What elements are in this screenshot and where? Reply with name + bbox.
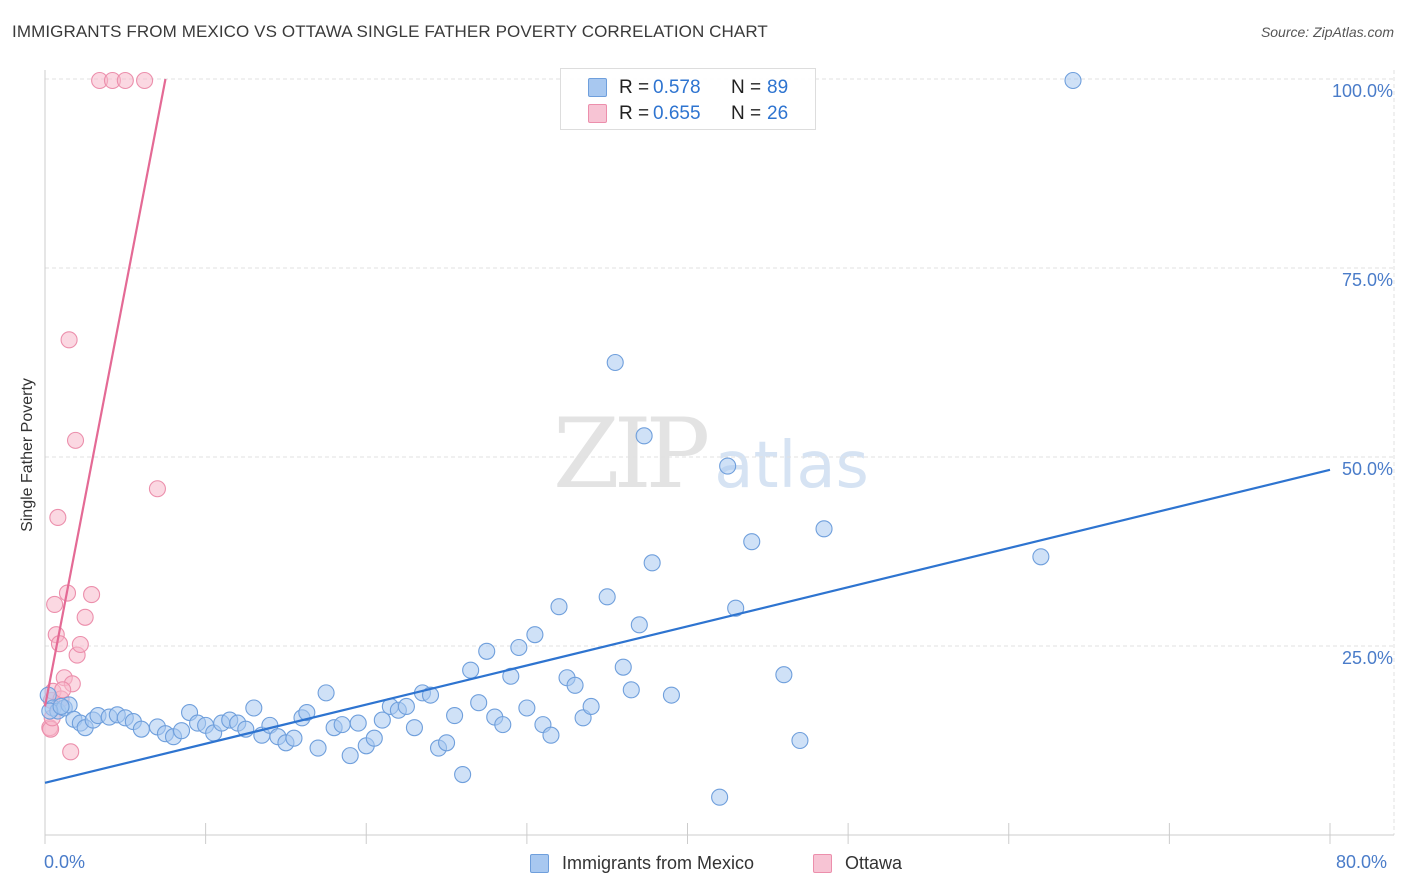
y-tick-label: 50.0% bbox=[1342, 459, 1393, 479]
mexico-point bbox=[132, 720, 150, 738]
legend-r-value: 0.578 bbox=[653, 77, 701, 98]
legend-n-label: N = bbox=[731, 77, 762, 98]
mexico-point bbox=[630, 616, 648, 634]
mexico-point bbox=[405, 719, 423, 737]
mexico-point bbox=[510, 638, 528, 657]
legend-swatch-mexico bbox=[588, 78, 607, 97]
mexico-point bbox=[622, 681, 640, 699]
mexico-point bbox=[421, 686, 440, 704]
ottawa-point bbox=[50, 635, 69, 653]
mexico-point bbox=[775, 666, 793, 684]
series-legend: Immigrants from Mexico Ottawa bbox=[0, 852, 1406, 878]
mexico-point bbox=[635, 427, 653, 445]
mexico-point bbox=[462, 661, 480, 679]
mexico-point bbox=[317, 684, 335, 702]
legend-n-value: 26 bbox=[767, 103, 789, 124]
y-tick-label: 75.0% bbox=[1342, 270, 1393, 290]
mexico-point bbox=[470, 694, 488, 712]
y-tick-label: 25.0% bbox=[1342, 648, 1393, 668]
mexico-point bbox=[643, 554, 661, 572]
mexico-point bbox=[606, 353, 624, 372]
ottawa-point bbox=[116, 71, 134, 90]
mexico-point bbox=[662, 686, 680, 704]
x-tick-label-min: 0.0% bbox=[44, 852, 86, 872]
ottawa-point bbox=[83, 586, 101, 604]
legend-swatch-ottawa bbox=[588, 104, 607, 123]
mexico-point bbox=[518, 699, 536, 717]
y-tick-label: 100.0% bbox=[1332, 81, 1393, 101]
ottawa-trend-line bbox=[43, 78, 167, 707]
ottawa-point bbox=[66, 431, 85, 449]
ottawa-point bbox=[148, 480, 166, 498]
mexico-point bbox=[333, 716, 351, 734]
ottawa-point bbox=[71, 635, 89, 654]
mexico-point bbox=[743, 533, 761, 551]
mexico-point bbox=[791, 731, 809, 750]
ottawa-point bbox=[60, 331, 78, 349]
series-swatch-mexico bbox=[530, 854, 549, 873]
mexico-point bbox=[397, 697, 415, 716]
ottawa-point bbox=[49, 508, 67, 527]
mexico-point bbox=[711, 788, 729, 806]
mexico-point bbox=[349, 714, 367, 732]
mexico-point bbox=[815, 520, 833, 538]
mexico-point bbox=[438, 734, 456, 752]
mexico-point bbox=[598, 588, 616, 606]
mexico-point bbox=[454, 765, 472, 784]
ottawa-point bbox=[76, 608, 94, 626]
ottawa-point bbox=[136, 71, 154, 90]
legend-r-value: 0.655 bbox=[653, 103, 701, 124]
legend-n-value: 89 bbox=[767, 77, 789, 98]
ottawa-point bbox=[46, 595, 64, 613]
mexico-point bbox=[245, 699, 263, 717]
mexico-point bbox=[566, 676, 584, 694]
trend-layer bbox=[43, 78, 1331, 784]
ottawa-point bbox=[54, 681, 72, 699]
x-tick-label-max: 80.0% bbox=[1336, 852, 1388, 872]
series-label-ottawa: Ottawa bbox=[845, 853, 903, 873]
mexico-point bbox=[478, 642, 496, 660]
mexico-point bbox=[341, 747, 359, 765]
mexico-point bbox=[494, 716, 512, 734]
mexico-point bbox=[1032, 548, 1050, 566]
mexico-point bbox=[526, 626, 544, 644]
mexico-point bbox=[502, 667, 520, 685]
chart-source: Source: ZipAtlas.com bbox=[1260, 24, 1394, 40]
correlation-legend: R = 0.578 N = 89 R = 0.655 N = 26 bbox=[560, 68, 816, 130]
series-label-mexico: Immigrants from Mexico bbox=[562, 853, 755, 873]
legend-row-ottawa: R = 0.655 N = 26 bbox=[561, 101, 815, 127]
mexico-trend-line bbox=[44, 468, 1331, 784]
legend-r-label: R = bbox=[619, 77, 650, 98]
grid-layer bbox=[45, 70, 1395, 835]
mexico-point bbox=[582, 697, 600, 716]
mexico-point bbox=[446, 707, 464, 725]
series-swatch-ottawa bbox=[813, 854, 832, 873]
mexico-point bbox=[285, 729, 303, 747]
ottawa-point bbox=[62, 743, 80, 761]
mexico-point bbox=[550, 598, 568, 616]
mexico-point bbox=[542, 726, 560, 744]
legend-r-label: R = bbox=[619, 103, 650, 124]
mexico-point bbox=[309, 739, 327, 757]
mexico-point bbox=[298, 703, 316, 722]
mexico-point bbox=[373, 711, 391, 729]
legend-row-mexico: R = 0.578 N = 89 bbox=[561, 75, 815, 101]
mexico-point bbox=[52, 697, 70, 716]
y-tick-labels: 25.0% 50.0% 75.0% 100.0% bbox=[1332, 81, 1393, 668]
mexico-point bbox=[172, 722, 191, 740]
mexico-point bbox=[614, 658, 632, 676]
legend-n-label: N = bbox=[731, 103, 762, 124]
y-axis-title: Single Father Poverty bbox=[19, 378, 36, 532]
chart-title: IMMIGRANTS FROM MEXICO VS OTTAWA SINGLE … bbox=[12, 22, 768, 41]
mexico-points bbox=[39, 71, 1082, 806]
mexico-point bbox=[1064, 71, 1082, 90]
mexico-point bbox=[365, 729, 383, 747]
mexico-point bbox=[727, 599, 745, 617]
mexico-point bbox=[719, 457, 737, 475]
